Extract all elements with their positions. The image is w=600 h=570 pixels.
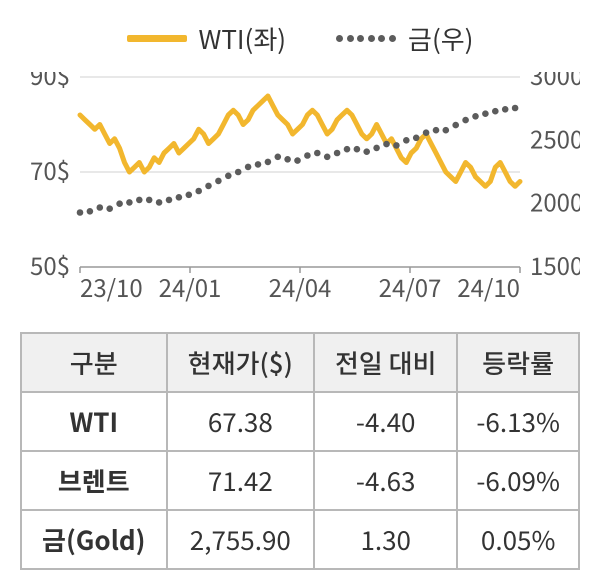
table-cell: WTI: [21, 392, 167, 451]
svg-text:1500$: 1500$: [530, 247, 580, 282]
table-cell: 0.05%: [457, 510, 579, 569]
chart-svg: 50$ 70$ 90$ 1500$ 2000$ 2500$ 3000$ 23/10 24/01 2…: [20, 72, 580, 312]
col-change: 전일 대비: [314, 333, 457, 392]
legend-label-wti: WTI(좌): [199, 20, 287, 57]
table-cell: 2,755.90: [167, 510, 315, 569]
chart-area: 50$ 70$ 90$ 1500$ 2000$ 2500$ 3000$ 23/10 24/01 2…: [20, 72, 580, 312]
svg-text:70$: 70$: [30, 152, 70, 187]
col-category: 구분: [21, 333, 167, 392]
table-cell: -6.13%: [457, 392, 579, 451]
table-cell: 67.38: [167, 392, 315, 451]
svg-text:2500$: 2500$: [530, 120, 580, 155]
svg-text:90$: 90$: [30, 72, 70, 92]
svg-text:24/07: 24/07: [379, 269, 442, 304]
col-price: 현재가($): [167, 333, 315, 392]
table-row: WTI67.38-4.40-6.13%: [21, 392, 579, 451]
svg-text:3000$: 3000$: [530, 72, 580, 92]
table-cell: -4.63: [314, 451, 457, 510]
table-cell: 브렌트: [21, 451, 167, 510]
legend-item-gold: 금(우): [336, 20, 473, 57]
wti-swatch: [127, 35, 187, 42]
svg-text:24/04: 24/04: [269, 269, 332, 304]
svg-text:24/01: 24/01: [159, 269, 222, 304]
legend-item-wti: WTI(좌): [127, 20, 287, 57]
table-cell: -4.40: [314, 392, 457, 451]
table-row: 브렌트71.42-4.63-6.09%: [21, 451, 579, 510]
table-cell: 금(Gold): [21, 510, 167, 569]
table-cell: 1.30: [314, 510, 457, 569]
col-pct: 등락률: [457, 333, 579, 392]
svg-text:2000$: 2000$: [530, 184, 580, 219]
main-container: WTI(좌) 금(우) 50$ 70$ 90$ 1500$ 2000$ 2500$ 3000…: [0, 0, 600, 561]
svg-text:23/10: 23/10: [80, 269, 143, 304]
gold-swatch: [336, 35, 396, 43]
svg-text:24/10: 24/10: [457, 269, 520, 304]
svg-text:50$: 50$: [30, 247, 70, 282]
table-row: 금(Gold)2,755.901.300.05%: [21, 510, 579, 569]
table-header-row: 구분 현재가($) 전일 대비 등락률: [21, 333, 579, 392]
chart-legend: WTI(좌) 금(우): [20, 20, 580, 57]
table-cell: 71.42: [167, 451, 315, 510]
price-table: 구분 현재가($) 전일 대비 등락률 WTI67.38-4.40-6.13%브…: [20, 332, 580, 570]
legend-label-gold: 금(우): [408, 20, 473, 57]
table-cell: -6.09%: [457, 451, 579, 510]
